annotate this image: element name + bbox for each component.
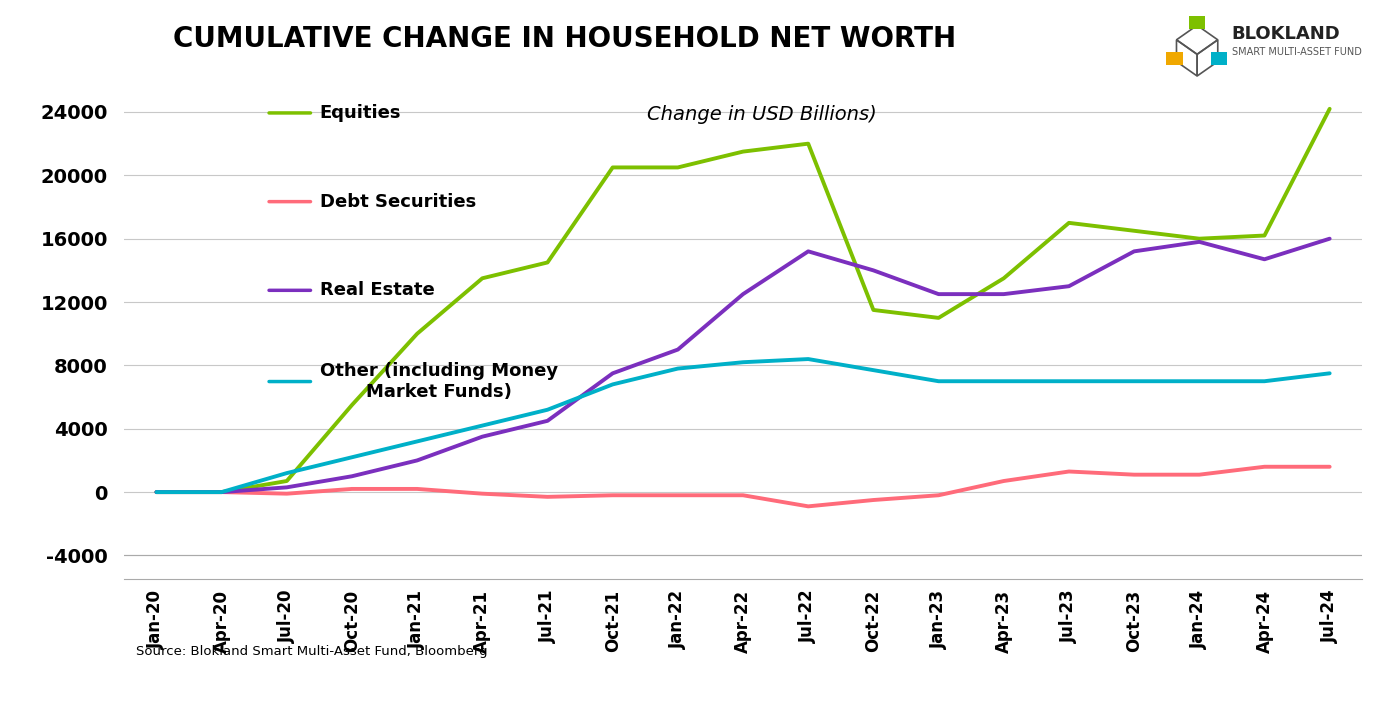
Text: Source: Blokland Smart Multi-Asset Fund, Bloomberg: Source: Blokland Smart Multi-Asset Fund,…	[136, 645, 488, 658]
FancyBboxPatch shape	[1211, 52, 1227, 65]
Text: Real Estate: Real Estate	[319, 282, 435, 299]
FancyBboxPatch shape	[1167, 52, 1183, 65]
Text: Debt Securities: Debt Securities	[319, 193, 476, 211]
Text: Equities: Equities	[319, 104, 400, 122]
Text: CUMULATIVE CHANGE IN HOUSEHOLD NET WORTH: CUMULATIVE CHANGE IN HOUSEHOLD NET WORTH	[172, 25, 956, 54]
Text: SMART MULTI-ASSET FUND: SMART MULTI-ASSET FUND	[1232, 47, 1361, 57]
Text: BLOKLAND: BLOKLAND	[1232, 25, 1340, 43]
FancyBboxPatch shape	[1189, 16, 1205, 29]
Text: Change in USD Billions): Change in USD Billions)	[647, 105, 877, 125]
Text: Other (including Money
Market Funds): Other (including Money Market Funds)	[319, 362, 557, 401]
